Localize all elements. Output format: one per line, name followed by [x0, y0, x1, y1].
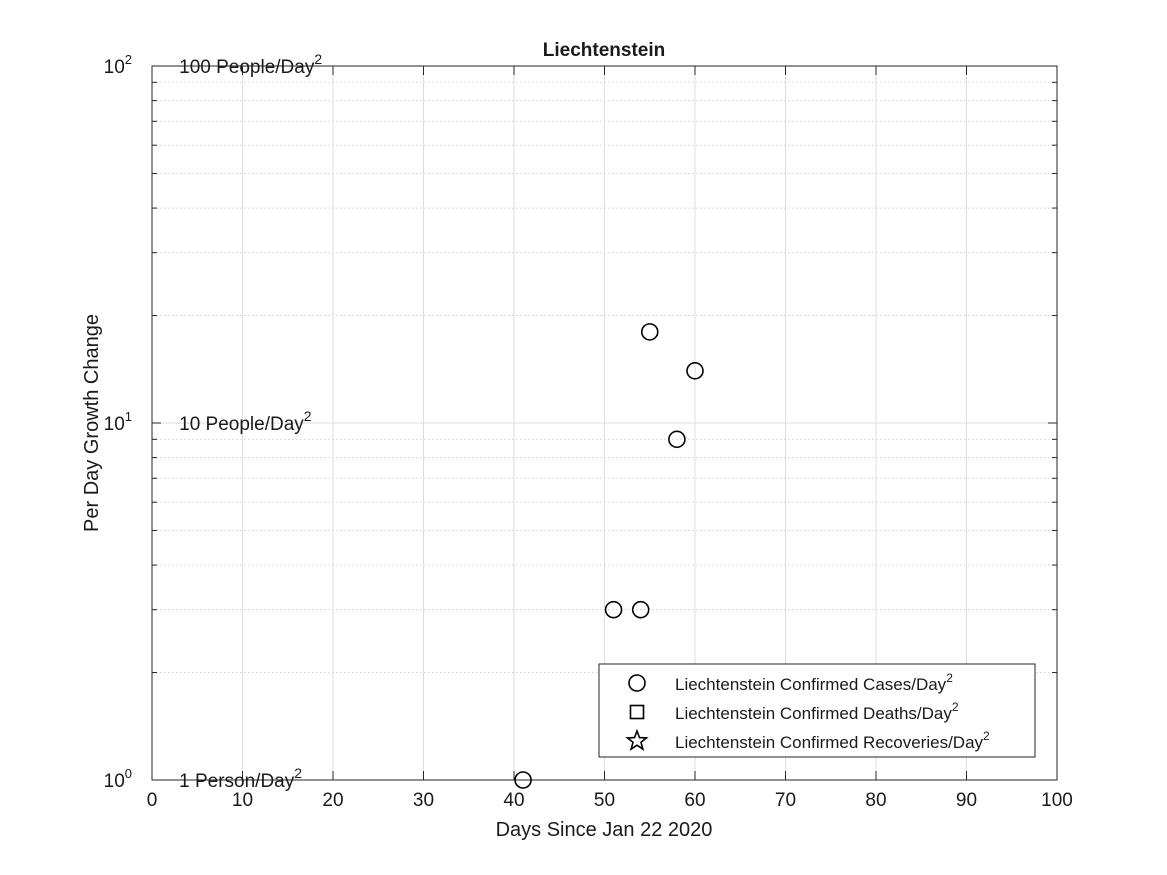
x-tick-label: 30	[413, 790, 434, 811]
legend-box	[598, 663, 1036, 758]
y-tick-label: 100	[104, 766, 132, 792]
legend-marker	[629, 704, 645, 720]
y-tick-label: 101	[104, 409, 132, 435]
x-tick-label: 70	[775, 790, 796, 811]
data-point	[514, 771, 532, 789]
x-tick-label: 100	[1041, 790, 1073, 811]
legend-marker	[625, 728, 649, 751]
y-axis-label: Per Day Growth Change	[81, 314, 103, 532]
reference-annotation: 10 People/Day2	[179, 408, 312, 435]
legend-entry: Liechtenstein Confirmed Deaths/Day2	[675, 700, 959, 723]
x-tick-label: 10	[232, 790, 253, 811]
legend: Liechtenstein Confirmed Cases/Day2 Liecht…	[598, 663, 1036, 758]
data-point	[668, 430, 686, 449]
x-tick-label: 0	[147, 790, 158, 811]
reference-annotation: 1 Person/Day2	[179, 765, 302, 792]
legend-entry: Liechtenstein Confirmed Recoveries/Day2	[675, 729, 990, 752]
y-tick-label: 102	[104, 52, 132, 78]
x-axis-label: Days Since Jan 22 2020	[496, 819, 713, 841]
data-markers	[514, 323, 704, 789]
data-point	[686, 362, 704, 380]
chart-title: Liechtenstein	[543, 40, 665, 61]
x-tick-label: 20	[322, 790, 343, 811]
legend-marker	[628, 674, 646, 692]
legend-entry: Liechtenstein Confirmed Cases/Day2	[675, 671, 953, 694]
data-point	[640, 323, 659, 341]
reference-annotation: 100 People/Day2	[179, 51, 322, 78]
x-tick-label: 80	[865, 790, 886, 811]
data-point	[631, 600, 650, 619]
axis-ticks: 0 10 20 30 40 50 60 70 80 90 100 100 101 102	[104, 52, 1073, 811]
x-tick-label: 40	[503, 790, 524, 811]
x-tick-label: 60	[684, 790, 705, 811]
annotations: 100 People/Day2 10 People/Day2 1 Person/Da…	[179, 51, 322, 792]
x-tick-label: 90	[956, 790, 977, 811]
x-tick-label: 50	[594, 790, 615, 811]
data-point	[604, 600, 623, 619]
